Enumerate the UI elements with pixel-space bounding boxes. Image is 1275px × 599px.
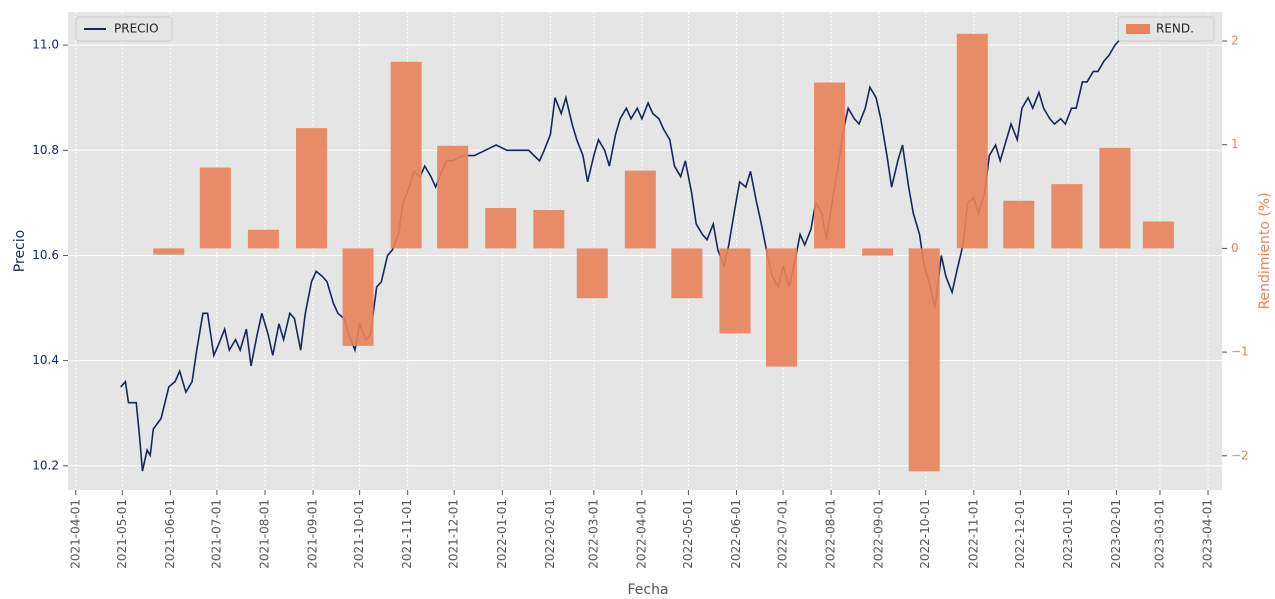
x-tick-label: 2021-04-01 xyxy=(68,499,82,569)
y-tick-label: 10.2 xyxy=(32,458,59,472)
bar xyxy=(624,170,656,249)
x-tick-label: 2021-10-01 xyxy=(352,499,366,569)
x-tick-label: 2023-02-01 xyxy=(1109,499,1123,569)
y-tick-label: 10.6 xyxy=(32,248,59,262)
x-tick-label: 2022-11-01 xyxy=(966,499,980,569)
y-tick-label: 11.0 xyxy=(32,38,59,52)
y2-tick-label: −2 xyxy=(1231,448,1249,462)
legend-swatch xyxy=(1126,24,1150,34)
x-tick-label: 2022-06-01 xyxy=(729,499,743,569)
y2-axis-label: Rendimiento (%) xyxy=(1257,192,1273,309)
bar xyxy=(296,128,328,249)
bar xyxy=(814,82,846,249)
x-axis-label: Fecha xyxy=(627,582,668,598)
bar xyxy=(671,248,703,299)
y-axis-label: Precio xyxy=(12,230,28,272)
bar xyxy=(533,210,565,249)
x-tick-label: 2023-03-01 xyxy=(1152,499,1166,569)
legend-label: REND. xyxy=(1156,22,1194,36)
x-tick-label: 2022-02-01 xyxy=(543,499,557,569)
bar xyxy=(437,145,469,249)
x-tick-label: 2023-01-01 xyxy=(1061,499,1075,569)
y2-tick-label: 2 xyxy=(1231,34,1239,48)
x-tick-label: 2021-09-01 xyxy=(306,499,320,569)
x-tick-label: 2021-11-01 xyxy=(400,499,414,569)
x-tick-label: 2022-08-01 xyxy=(824,499,838,569)
legend: PRECIO xyxy=(75,16,173,42)
legend-box xyxy=(75,16,173,42)
bar xyxy=(1142,221,1174,249)
x-tick-label: 2022-07-01 xyxy=(776,499,790,569)
y2-tick-label: 1 xyxy=(1231,137,1239,151)
x-tick-label: 2021-05-01 xyxy=(115,499,129,569)
y-tick-label: 10.4 xyxy=(32,353,59,367)
plot-area xyxy=(68,12,1222,490)
x-tick-label: 2023-04-01 xyxy=(1201,499,1215,569)
bar xyxy=(342,248,374,346)
y2-tick-label: −1 xyxy=(1231,345,1249,359)
x-tick-label: 2021-06-01 xyxy=(163,499,177,569)
y-tick-label: 10.8 xyxy=(32,143,59,157)
y2-tick-label: 0 xyxy=(1231,241,1239,255)
bar xyxy=(390,61,422,249)
bar xyxy=(1003,200,1035,249)
bar xyxy=(576,248,608,299)
legend-label: PRECIO xyxy=(114,22,159,36)
legend: REND. xyxy=(1117,16,1215,42)
bar xyxy=(1051,184,1083,249)
x-tick-label: 2022-05-01 xyxy=(681,499,695,569)
bar xyxy=(153,248,185,255)
bar xyxy=(1099,147,1131,249)
bar xyxy=(199,167,231,249)
bar xyxy=(485,207,517,249)
x-tick-label: 2022-03-01 xyxy=(586,499,600,569)
x-tick-label: 2022-12-01 xyxy=(1013,499,1027,569)
bar xyxy=(247,229,279,249)
x-tick-label: 2022-04-01 xyxy=(634,499,648,569)
bar xyxy=(908,248,940,472)
x-tick-label: 2021-08-01 xyxy=(257,499,271,569)
x-tick-label: 2022-09-01 xyxy=(872,499,886,569)
bar xyxy=(719,248,751,334)
x-tick-label: 2022-01-01 xyxy=(495,499,509,569)
x-tick-label: 2021-12-01 xyxy=(447,499,461,569)
x-tick-label: 2021-07-01 xyxy=(209,499,223,569)
x-tick-label: 2022-10-01 xyxy=(918,499,932,569)
bar xyxy=(765,248,798,367)
legend-box xyxy=(1117,16,1215,42)
bar xyxy=(862,248,894,256)
bar xyxy=(956,33,988,249)
